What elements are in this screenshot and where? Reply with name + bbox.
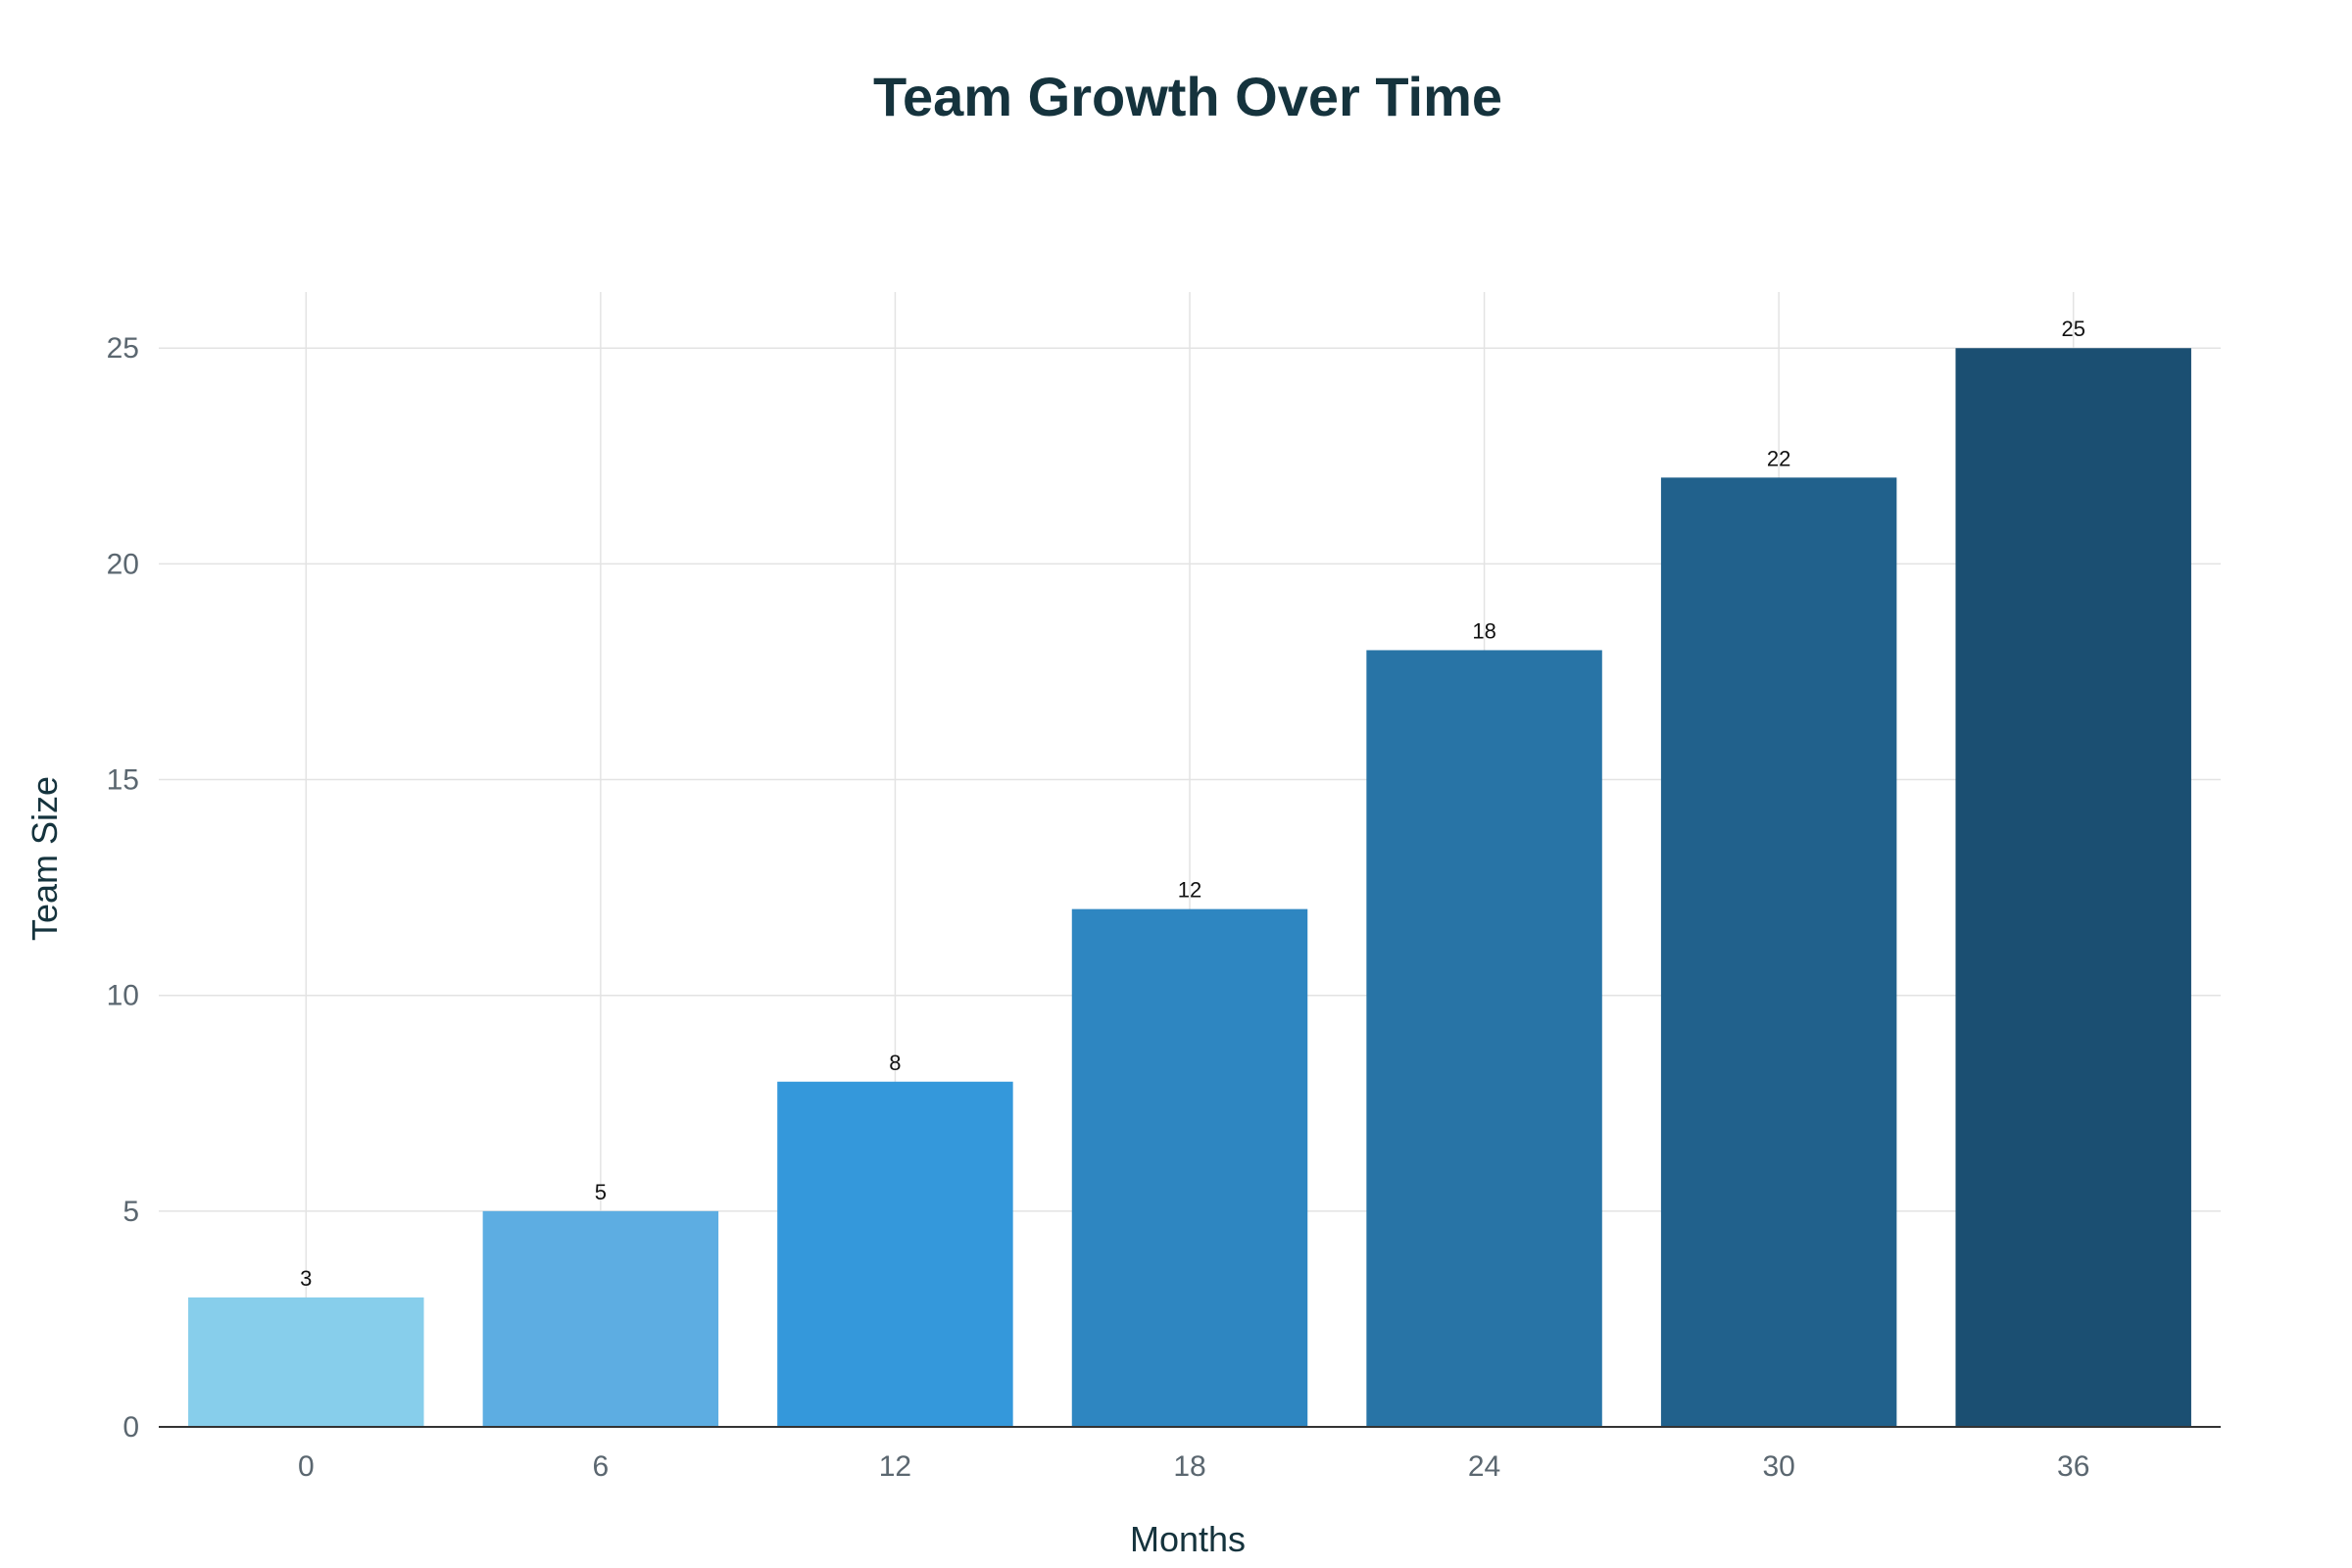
bar[interactable] bbox=[1366, 650, 1602, 1427]
y-axis-title: Team Size bbox=[24, 776, 65, 941]
y-tick-label: 0 bbox=[122, 1411, 139, 1444]
bar-value-label: 12 bbox=[1178, 878, 1201, 903]
x-tick-label: 0 bbox=[298, 1450, 315, 1483]
data-labels: 3 5 8 12 18 22 25 bbox=[300, 317, 2085, 1291]
bar-value-label: 8 bbox=[889, 1051, 901, 1075]
chart-title: Team Growth Over Time bbox=[873, 66, 1502, 127]
y-tick-label: 20 bbox=[107, 548, 139, 580]
x-tick-label: 36 bbox=[2057, 1450, 2089, 1483]
bar-value-label: 18 bbox=[1472, 618, 1495, 643]
x-tick-label: 18 bbox=[1173, 1450, 1205, 1483]
bar[interactable] bbox=[777, 1081, 1013, 1427]
x-tick-label: 30 bbox=[1762, 1450, 1794, 1483]
bar-value-label: 5 bbox=[595, 1180, 607, 1204]
axes: 0 5 10 15 20 25 0 6 12 18 24 30 36 bbox=[107, 332, 2221, 1483]
bar[interactable] bbox=[482, 1210, 719, 1427]
bar[interactable] bbox=[188, 1297, 424, 1427]
y-tick-label: 25 bbox=[107, 332, 139, 365]
y-tick-label: 5 bbox=[122, 1196, 139, 1228]
bars bbox=[188, 348, 2191, 1428]
x-tick-label: 12 bbox=[879, 1450, 911, 1483]
bar[interactable] bbox=[1955, 348, 2191, 1428]
y-tick-label: 10 bbox=[107, 980, 139, 1012]
bar-value-label: 25 bbox=[2061, 317, 2084, 341]
bar-value-label: 3 bbox=[300, 1266, 312, 1291]
x-axis-title: Months bbox=[1130, 1519, 1246, 1559]
x-tick-label: 6 bbox=[593, 1450, 610, 1483]
bar[interactable] bbox=[1071, 908, 1308, 1427]
bar-value-label: 22 bbox=[1767, 446, 1790, 470]
bar[interactable] bbox=[1660, 477, 1897, 1427]
x-tick-label: 24 bbox=[1468, 1450, 1500, 1483]
y-tick-label: 15 bbox=[107, 764, 139, 797]
